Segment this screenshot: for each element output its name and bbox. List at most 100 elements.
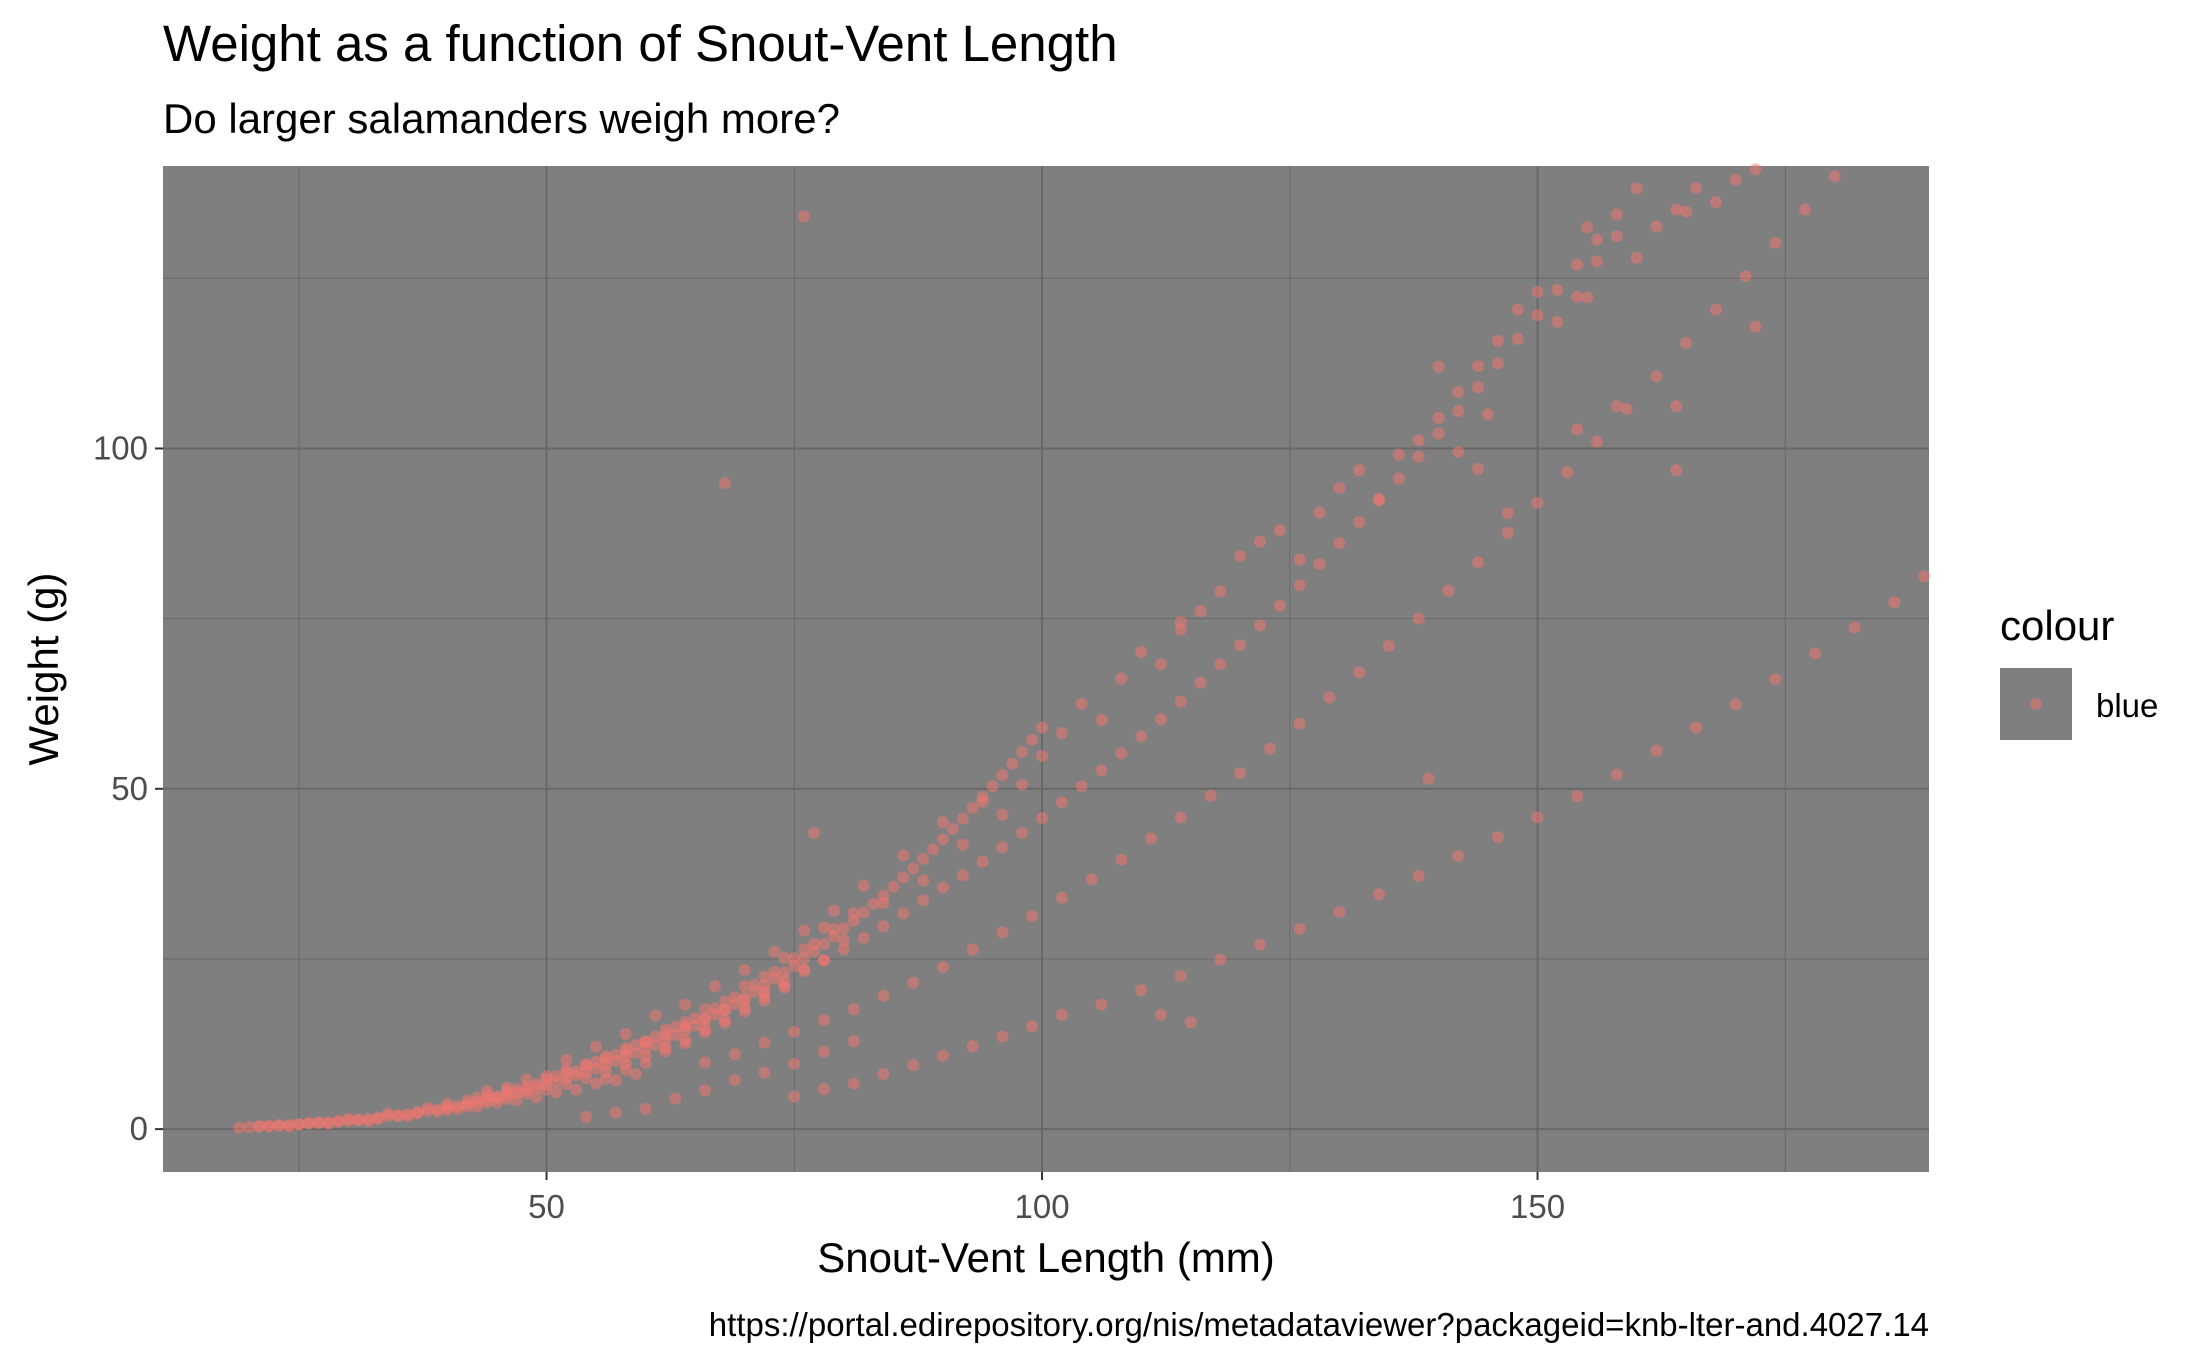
scatter-point	[1650, 744, 1663, 757]
scatter-point	[322, 1117, 335, 1130]
scatter-point	[1670, 203, 1683, 216]
scatter-point	[599, 1072, 612, 1085]
scatter-point	[1234, 639, 1247, 652]
scatter-point	[1670, 400, 1683, 413]
scatter-point	[1085, 873, 1098, 886]
scatter-point	[1680, 205, 1693, 218]
scatter-point	[1749, 163, 1762, 176]
scatter-point	[1036, 812, 1049, 825]
scatter-point	[917, 874, 930, 887]
scatter-point	[1809, 647, 1822, 660]
chart-title: Weight as a function of Snout-Vent Lengt…	[163, 15, 1118, 72]
scatter-point	[560, 1078, 573, 1091]
scatter-point	[788, 952, 801, 965]
scatter-point	[917, 852, 930, 865]
scatter-point	[1055, 796, 1068, 809]
scatter-point	[1095, 714, 1108, 727]
scatter-point	[500, 1081, 513, 1094]
scatter-point	[827, 923, 840, 936]
legend-title: colour	[2000, 602, 2114, 649]
scatter-point	[1531, 285, 1544, 298]
scatter-point	[1769, 673, 1782, 686]
scatter-point	[748, 978, 761, 991]
scatter-point	[451, 1102, 464, 1115]
scatter-point	[996, 1030, 1009, 1043]
scatter-point	[619, 1063, 632, 1076]
scatter-point	[1581, 221, 1594, 234]
scatter-point	[837, 943, 850, 956]
scatter-point	[758, 1036, 771, 1049]
scatter-point	[1610, 230, 1623, 243]
scatter-point	[1293, 717, 1306, 730]
scatter-point	[699, 1012, 712, 1025]
scatter-point	[1472, 462, 1485, 475]
scatter-point	[1591, 255, 1604, 268]
scatter-point	[907, 862, 920, 875]
scatter-point	[1036, 721, 1049, 734]
scatter-point	[976, 855, 989, 868]
scatter-point	[1075, 780, 1088, 793]
scatter-point	[1571, 258, 1584, 271]
scatter-point	[708, 980, 721, 993]
scatter-point	[1214, 658, 1227, 671]
scatter-point	[1234, 550, 1247, 563]
scatter-point	[837, 933, 850, 946]
scatter-point	[897, 907, 910, 920]
scatter-point	[1254, 535, 1267, 548]
scatter-point	[1491, 357, 1504, 370]
scatter-point	[936, 816, 949, 829]
scatter-point	[1214, 953, 1227, 966]
scatter-point	[1472, 360, 1485, 373]
scatter-point	[1501, 526, 1514, 539]
scatter-point	[1214, 585, 1227, 598]
scatter-point	[500, 1093, 513, 1106]
scatter-point	[1372, 494, 1385, 507]
scatter-point	[1848, 621, 1861, 634]
scatter-point	[788, 1025, 801, 1038]
scatter-point	[956, 838, 969, 851]
scatter-point	[877, 920, 890, 933]
x-axis-title: Snout-Vent Length (mm)	[817, 1234, 1275, 1281]
scatter-point	[530, 1091, 543, 1104]
scatter-point	[560, 1053, 573, 1066]
scatter-point	[1382, 639, 1395, 652]
scatter-point	[1006, 757, 1019, 770]
scatter-point	[1174, 616, 1187, 629]
scatter-point	[768, 965, 781, 978]
scatter-point	[857, 931, 870, 944]
chart-caption: https://portal.edirepository.org/nis/met…	[709, 1306, 1929, 1343]
scatter-point	[1591, 233, 1604, 246]
scatter-point	[1174, 969, 1187, 982]
scatter-point	[639, 1102, 652, 1115]
scatter-point	[1828, 170, 1841, 183]
scatter-point	[758, 985, 771, 998]
scatter-point	[1591, 435, 1604, 448]
scatter-point	[421, 1102, 434, 1115]
legend-key-point	[2030, 698, 2042, 710]
scatter-point	[441, 1097, 454, 1110]
scatter-point	[1293, 923, 1306, 936]
scatter-point	[1016, 827, 1029, 840]
scatter-point	[679, 998, 692, 1011]
scatter-point	[679, 1037, 692, 1050]
scatter-point	[1481, 408, 1494, 421]
scatter-point	[847, 1003, 860, 1016]
scatter-point	[580, 1110, 593, 1123]
scatter-point	[550, 1086, 563, 1099]
scatter-point	[1412, 434, 1425, 447]
scatter-point	[510, 1094, 523, 1107]
y-tick-label-2: 100	[93, 429, 148, 466]
scatter-point	[649, 1030, 662, 1043]
scatter-point	[699, 1026, 712, 1039]
scatter-point	[728, 1074, 741, 1087]
scatter-point	[877, 1067, 890, 1080]
scatter-point	[1531, 309, 1544, 322]
scatter-point	[490, 1096, 503, 1109]
scatter-point	[986, 780, 999, 793]
scatter-point	[1511, 332, 1524, 345]
scatter-point	[738, 980, 751, 993]
scatter-point	[540, 1083, 553, 1096]
scatter-point	[1432, 360, 1445, 373]
scatter-point	[381, 1107, 394, 1120]
scatter-point	[1620, 402, 1633, 415]
